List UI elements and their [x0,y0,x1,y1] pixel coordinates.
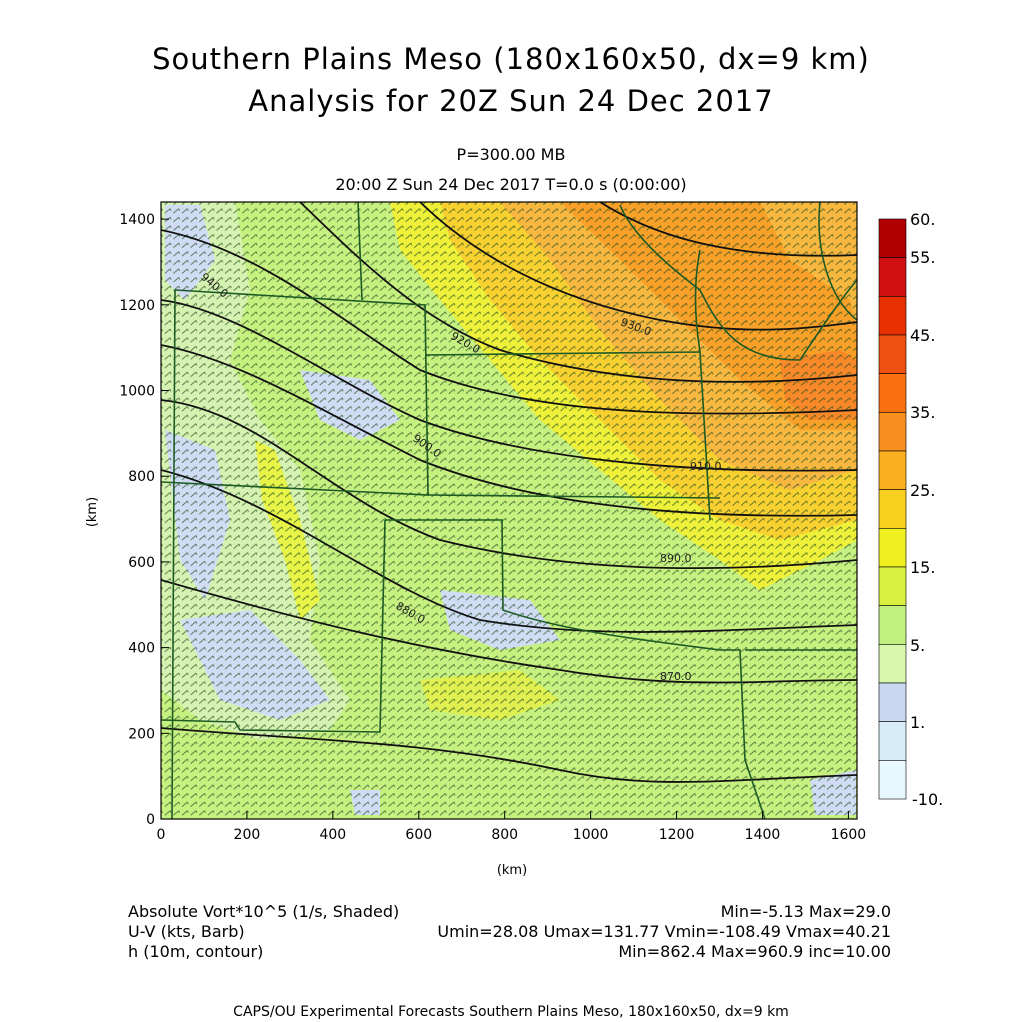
colorbar-label: 60. [910,210,935,229]
y-tick-label: 600 [128,555,155,571]
valid-time: 20:00 Z Sun 24 Dec 2017 T=0.0 s (0:00:00… [335,175,687,194]
colorbar-swatch [878,373,907,413]
legend-wind: U-V (kts, Barb) [128,922,245,941]
contour-line [161,579,857,684]
colorbar-label: 25. [910,481,935,500]
y-tick-label: 800 [128,469,155,485]
footer: CAPS/OU Experimental Forecasts Southern … [233,1004,789,1020]
colorbar-label: 5. [910,636,925,655]
y-tick-labels: 0 200 400 600 800 1000 1200 1400 [119,212,155,828]
contour-line [161,299,857,472]
x-tick-label: 400 [319,827,346,843]
x-tick-label: 1400 [745,827,781,843]
colorbar-swatch [878,605,907,645]
y-tick-label: 0 [146,812,155,828]
contour-label: 910.0 [690,460,722,473]
x-tick-label: 1000 [573,827,609,843]
legend-vorticity: Absolute Vort*10^5 (1/s, Shaded) [128,902,400,921]
state-line [427,494,721,499]
state-line [357,202,363,301]
x-tick-label: 0 [157,827,166,843]
colorbar-swatch [878,644,907,684]
colorbar-swatch [878,721,907,761]
contour-line [599,202,857,257]
x-tick-label: 200 [234,827,261,843]
state-line [385,519,766,819]
x-tick-label: 800 [491,827,518,843]
x-tick-label: 600 [405,827,432,843]
contour-line [161,469,857,633]
contour-line [161,727,857,783]
legend-wind-range: Umin=28.08 Umax=131.77 Vmin=-108.49 Vmax… [437,922,891,941]
colorbar-label: 15. [910,558,935,577]
contour-line [161,229,857,415]
x-tick-labels: 0 200 400 600 800 1000 1200 1400 1600 [157,827,867,843]
colorbar-swatch [878,218,907,258]
map-area [161,202,857,819]
pressure-level: P=300.00 MB [456,145,566,164]
colorbar-swatch [878,257,907,297]
y-tick-label: 400 [128,641,155,657]
x-axis-label: (km) [497,863,527,878]
x-tick-label: 1200 [659,827,695,843]
axis-ticks [160,218,849,820]
x-tick-label: 1600 [831,827,867,843]
state-line [161,289,429,496]
plot-frame [160,201,858,820]
y-tick-label: 200 [128,726,155,742]
state-boundaries [161,202,857,819]
contour-label: 890.0 [660,552,692,565]
contour-line [419,202,857,331]
colorbar-swatch [878,760,907,800]
state-line [161,519,386,733]
colorbar-swatch [878,489,907,529]
wind-barbs [161,202,857,819]
y-tick-label: 1000 [119,384,155,400]
colorbar-label: 45. [910,326,935,345]
plot-title: Southern Plains Meso (180x160x50, dx=9 k… [152,42,870,76]
colorbar [878,218,907,800]
y-axis-label: (km) [85,497,100,527]
colorbar-label: 35. [910,403,935,422]
state-line [619,204,857,361]
state-line [694,249,701,353]
colorbar-swatch [878,334,907,374]
contour-label: 870.0 [660,670,692,683]
colorbar-swatch [878,528,907,568]
colorbar-label: -10. [912,790,943,809]
state-line [171,289,176,819]
contour-line [161,344,857,517]
state-line [818,202,857,321]
y-tick-label: 1200 [119,298,155,314]
plot-subtitle: Analysis for 20Z Sun 24 Dec 2017 [248,84,774,118]
colorbar-labels: 60. 55. 45. 35. 25. 15. 5. 1. -10. [910,210,943,809]
colorbar-label: 1. [910,713,925,732]
colorbar-swatch [878,412,907,452]
legend-height-range: Min=862.4 Max=960.9 inc=10.00 [618,942,891,961]
colorbar-swatch [878,450,907,490]
legend-vorticity-range: Min=-5.13 Max=29.0 [720,902,891,921]
contour-line [161,399,857,570]
colorbar-swatch [878,566,907,606]
colorbar-swatch [878,296,907,336]
colorbar-label: 55. [910,248,935,267]
y-tick-label: 1400 [119,212,155,228]
legend-height: h (10m, contour) [128,942,264,961]
colorbar-swatch [878,682,907,722]
